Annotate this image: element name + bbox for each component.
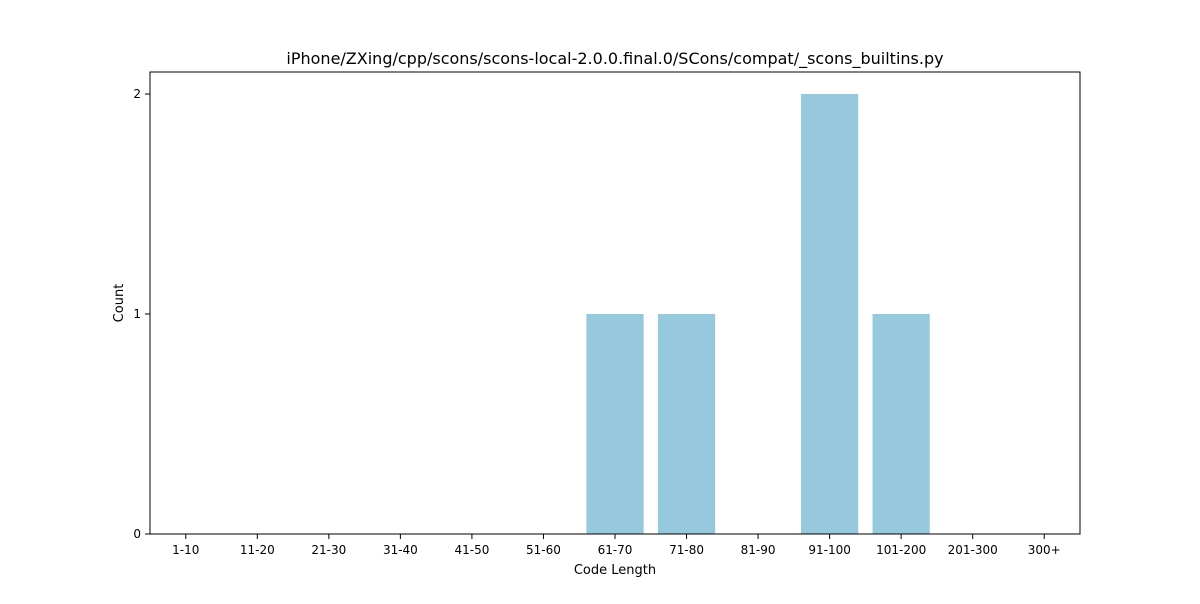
x-tick-label: 201-300 — [948, 543, 998, 557]
x-tick-label: 11-20 — [240, 543, 275, 557]
x-tick-label: 1-10 — [172, 543, 199, 557]
bar-91-100 — [801, 94, 859, 534]
bar-101-200 — [872, 314, 930, 534]
y-tick-label: 2 — [133, 87, 141, 101]
x-tick-label: 41-50 — [454, 543, 489, 557]
y-axis-ticks: 0 1 2 — [133, 87, 150, 541]
x-tick-label: 51-60 — [526, 543, 561, 557]
x-tick-label: 81-90 — [741, 543, 776, 557]
x-tick-label: 300+ — [1028, 543, 1061, 557]
chart-title: iPhone/ZXing/cpp/scons/scons-local-2.0.0… — [286, 49, 943, 69]
x-tick-label: 71-80 — [669, 543, 704, 557]
y-tick-label: 0 — [133, 527, 141, 541]
x-tick-label: 21-30 — [311, 543, 346, 557]
x-tick-label: 91-100 — [808, 543, 851, 557]
y-tick-label: 1 — [133, 307, 141, 321]
x-tick-label: 61-70 — [598, 543, 633, 557]
bar-61-70 — [586, 314, 644, 534]
x-tick-label: 31-40 — [383, 543, 418, 557]
bar-71-80 — [657, 314, 716, 534]
x-tick-label: 101-200 — [876, 543, 926, 557]
x-axis-ticks: 1-10 11-20 21-30 31-40 41-50 51-60 61-70 71-80 8… — [172, 534, 1061, 557]
bars-layer — [586, 94, 930, 534]
x-axis-label: Code Length — [574, 563, 656, 578]
y-axis-label: Count — [112, 284, 127, 323]
